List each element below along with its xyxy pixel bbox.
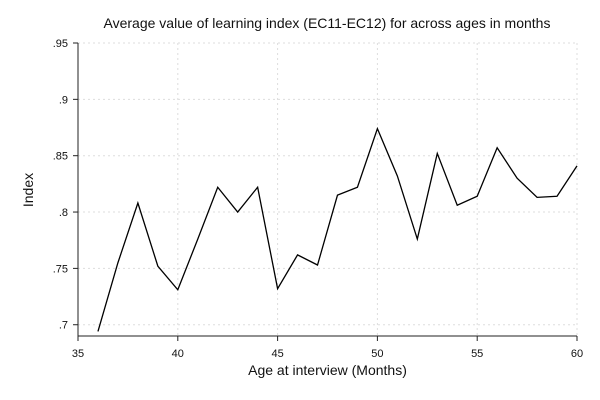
grid-lines bbox=[77, 42, 578, 336]
y-tick-label-3: .85 bbox=[53, 151, 68, 163]
y-axis-label: Index bbox=[20, 173, 36, 207]
y-tick-label-4: .9 bbox=[59, 94, 68, 106]
x-tick-label-1: 40 bbox=[172, 348, 184, 360]
axis-ticks: 35 40 45 50 55 60 .7 .75 .8 .85 .9 .95 bbox=[53, 38, 583, 360]
x-tick-label-2: 45 bbox=[271, 348, 283, 360]
x-tick-label-0: 35 bbox=[72, 348, 84, 360]
x-tick-label-5: 60 bbox=[571, 348, 583, 360]
x-axis-label: Age at interview (Months) bbox=[248, 362, 407, 378]
y-tick-label-0: .7 bbox=[59, 320, 68, 332]
x-tick-label-4: 55 bbox=[471, 348, 483, 360]
y-tick-label-5: .95 bbox=[53, 38, 68, 50]
chart-title: Average value of learning index (EC11-EC… bbox=[104, 15, 551, 31]
series-line-0 bbox=[97, 126, 578, 332]
y-tick-label-1: .75 bbox=[53, 263, 68, 275]
series-layer bbox=[97, 126, 578, 332]
y-tick-label-2: .8 bbox=[59, 207, 68, 219]
x-tick-label-3: 50 bbox=[371, 348, 383, 360]
